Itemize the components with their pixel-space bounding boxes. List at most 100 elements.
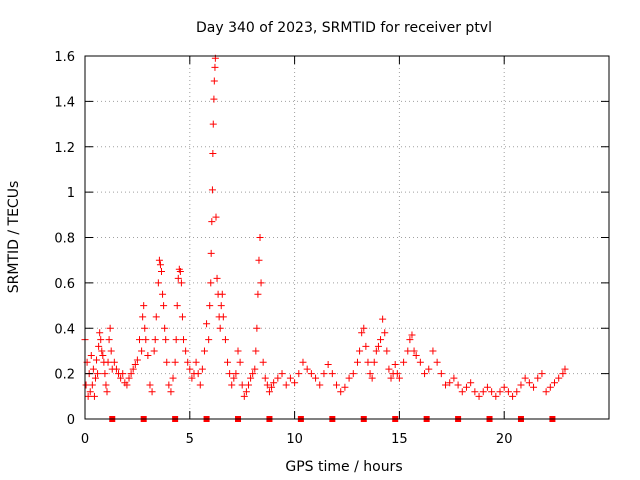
data-point	[230, 374, 238, 382]
data-point	[177, 279, 185, 287]
data-point	[155, 256, 163, 264]
data-point	[393, 370, 401, 378]
data-point	[103, 388, 111, 396]
data-point	[162, 336, 170, 344]
data-point	[362, 342, 370, 350]
data-point	[221, 336, 229, 344]
data-point	[328, 370, 336, 378]
data-point	[364, 358, 372, 366]
y-tick-label: 0.4	[54, 322, 75, 337]
data-point	[307, 370, 315, 378]
data-point	[379, 315, 387, 323]
data-point	[192, 358, 200, 366]
data-point	[86, 388, 94, 396]
data-point	[135, 336, 143, 344]
data-point	[356, 347, 364, 355]
data-point	[144, 351, 152, 359]
data-point	[209, 120, 217, 128]
data-point	[345, 374, 353, 382]
data-point	[408, 331, 416, 339]
data-point	[217, 302, 225, 310]
data-point	[467, 379, 475, 387]
data-point	[416, 358, 424, 366]
y-axis-label: SRMTID / TECUs	[6, 181, 22, 294]
data-point	[333, 381, 341, 389]
data-point	[278, 370, 286, 378]
data-point	[252, 347, 260, 355]
data-point	[208, 186, 216, 194]
data-point	[97, 336, 105, 344]
data-point	[212, 213, 220, 221]
y-tick-label: 1.4	[54, 95, 75, 110]
data-point	[353, 358, 361, 366]
data-point	[312, 374, 320, 382]
data-point	[236, 358, 244, 366]
data-point	[286, 374, 294, 382]
data-point	[112, 365, 120, 373]
data-point	[479, 388, 487, 396]
data-point	[174, 274, 182, 282]
data-point	[253, 324, 261, 332]
data-point	[303, 365, 311, 373]
data-point	[368, 374, 376, 382]
data-point	[188, 374, 196, 382]
data-point	[247, 374, 255, 382]
data-point	[458, 388, 466, 396]
data-point	[156, 261, 164, 269]
data-point	[324, 361, 332, 369]
data-point	[176, 268, 184, 276]
data-point	[462, 383, 470, 391]
data-point	[194, 370, 202, 378]
data-point	[119, 370, 127, 378]
data-point	[259, 358, 267, 366]
data-point	[104, 358, 112, 366]
data-point	[433, 358, 441, 366]
data-point	[410, 347, 418, 355]
data-point	[106, 324, 114, 332]
data-point	[218, 290, 226, 298]
data-point	[89, 365, 97, 373]
data-point	[268, 383, 276, 391]
data-point	[127, 370, 135, 378]
data-point	[216, 324, 224, 332]
data-point	[99, 351, 107, 359]
y-tick-label: 0.2	[54, 368, 75, 383]
data-point	[251, 365, 259, 373]
data-point	[105, 336, 113, 344]
data-point	[180, 336, 188, 344]
data-point	[140, 302, 148, 310]
data-point	[205, 336, 213, 344]
data-point	[446, 379, 454, 387]
data-point	[255, 256, 263, 264]
data-point	[337, 388, 345, 396]
data-point	[152, 313, 160, 321]
data-point	[208, 218, 216, 226]
data-point	[256, 234, 264, 241]
data-point	[521, 374, 529, 382]
data-point	[165, 381, 173, 389]
x-tick-label: 20	[496, 432, 513, 447]
data-point	[207, 249, 215, 257]
data-point	[509, 392, 517, 400]
data-point	[274, 374, 282, 382]
data-point	[291, 379, 299, 387]
data-point	[91, 374, 99, 382]
data-point	[107, 347, 115, 355]
data-point	[93, 356, 101, 364]
data-point	[213, 274, 221, 282]
data-point	[184, 358, 192, 366]
data-point	[210, 77, 218, 85]
data-point	[125, 374, 133, 382]
data-point	[412, 351, 420, 359]
data-point	[131, 361, 139, 369]
data-point	[496, 388, 504, 396]
data-point	[242, 388, 250, 396]
data-point	[169, 374, 177, 382]
data-point	[500, 383, 508, 391]
data-point	[228, 381, 236, 389]
data-point	[360, 324, 368, 332]
data-point	[161, 324, 169, 332]
y-tick-label: 0	[67, 413, 75, 428]
data-point	[94, 370, 102, 378]
chart-title: Day 340 of 2023, SRMTID for receiver ptv…	[196, 20, 492, 36]
